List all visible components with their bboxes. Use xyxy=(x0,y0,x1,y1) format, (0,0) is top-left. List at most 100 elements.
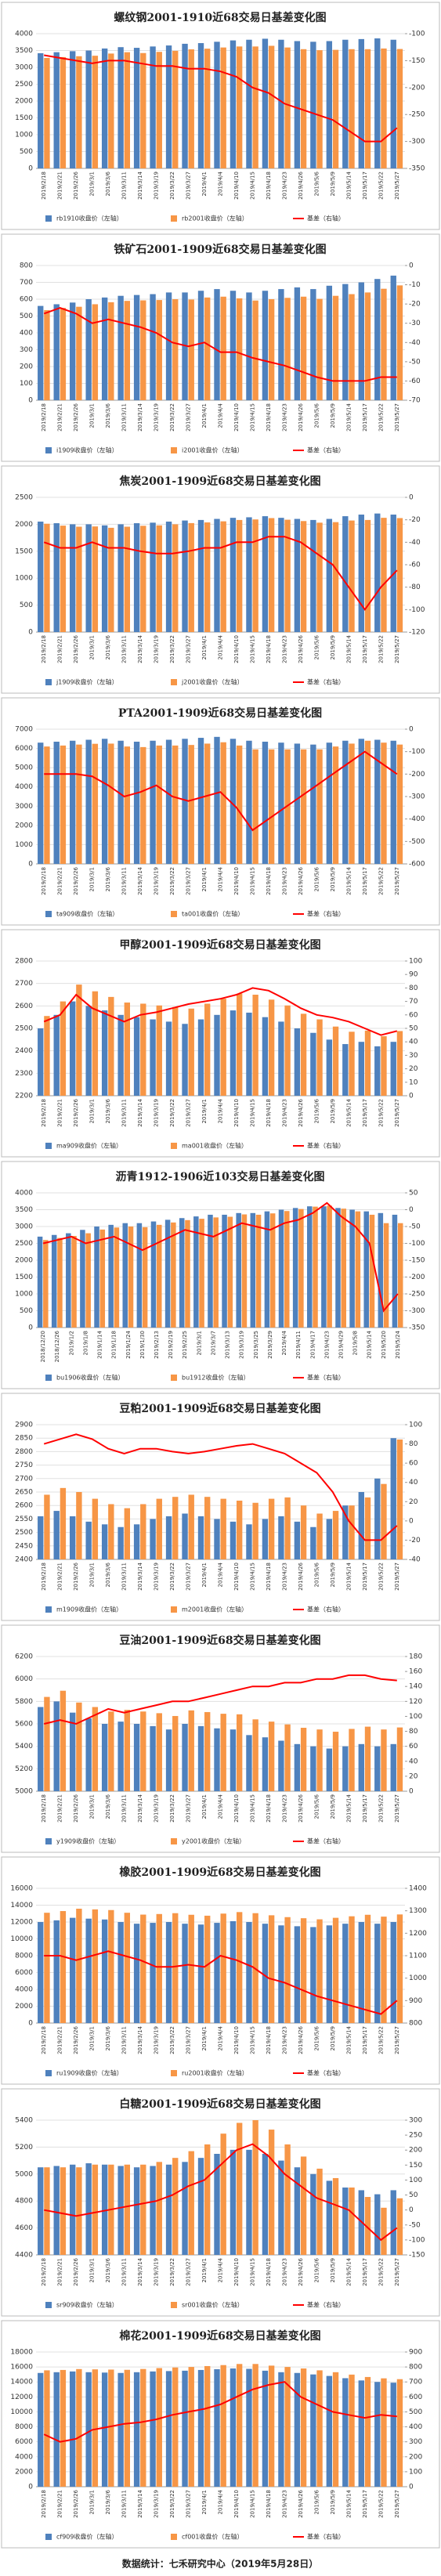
bar xyxy=(342,1505,349,1559)
x-tick-label: 2019/2/21 xyxy=(57,635,63,663)
bar xyxy=(358,38,364,168)
bar xyxy=(182,292,188,400)
bar xyxy=(150,1221,157,1328)
bar xyxy=(390,1922,396,2023)
legend-swatch xyxy=(45,1838,52,1844)
x-tick-label: 2019/5/22 xyxy=(378,403,384,432)
bar xyxy=(150,740,156,864)
bar xyxy=(199,1219,204,1328)
bar xyxy=(117,740,124,864)
bar xyxy=(326,1748,333,1791)
bar xyxy=(332,1511,339,1559)
bar xyxy=(262,38,269,169)
x-tick-label: 2019/4/26 xyxy=(298,403,304,431)
bar xyxy=(374,1924,381,2023)
y2-tick-label: -400 xyxy=(409,815,425,823)
bar xyxy=(85,1718,92,1791)
bar xyxy=(252,1502,258,1559)
y2-tick-label: -100 xyxy=(409,748,425,756)
x-tick-label: 2019/2/26 xyxy=(73,2257,79,2285)
bar xyxy=(214,1014,220,1096)
x-tick-label: 2019/4/15 xyxy=(249,2258,255,2286)
bar xyxy=(150,294,156,400)
x-tick-label: 2019/2/26 xyxy=(73,1562,79,1590)
x-tick-label: 2018/12/20 xyxy=(40,1331,46,1362)
bar xyxy=(165,2164,172,2255)
bar xyxy=(342,1746,349,1791)
x-tick-label: 2019/4/1 xyxy=(201,2490,208,2514)
y2-tick-label: -20 xyxy=(409,1537,421,1545)
bar xyxy=(349,1916,355,2023)
x-tick-label: 2019/2/18 xyxy=(41,1099,47,1127)
bar xyxy=(355,1211,361,1328)
bar xyxy=(374,1746,381,1791)
legend-swatch xyxy=(45,679,52,685)
y-tick-label: 5800 xyxy=(15,1698,33,1706)
legend-swatch xyxy=(45,2302,52,2308)
y-tick-label: 200 xyxy=(20,363,33,371)
bar xyxy=(358,1743,364,1791)
x-tick-label: 2019/3/1 xyxy=(89,1099,96,1123)
chart-title: 铁矿石2001-1909近68交易日基差变化图 xyxy=(114,243,326,256)
bar xyxy=(316,298,323,400)
bar xyxy=(278,2372,284,2487)
x-tick-label: 2019/3/22 xyxy=(169,867,175,895)
bar xyxy=(342,2188,349,2255)
bar xyxy=(396,518,403,632)
bar xyxy=(76,526,82,632)
bar xyxy=(390,39,396,168)
legend-swatch xyxy=(45,2534,52,2540)
legend-label: cf001收盘价（左轴） xyxy=(182,2533,243,2541)
bar xyxy=(124,1003,131,1096)
bar xyxy=(298,1209,304,1328)
bar xyxy=(76,985,82,1096)
legend-label: 基差（右轴） xyxy=(307,2533,345,2541)
bar xyxy=(220,999,226,1096)
x-tick-label: 2019/3/6 xyxy=(105,1098,111,1123)
bar xyxy=(358,2380,364,2487)
y-tick-label: 4800 xyxy=(15,2198,33,2206)
x-tick-label: 2019/4/4 xyxy=(218,2257,224,2282)
x-tick-label: 2019/3/14 xyxy=(137,2489,143,2517)
x-tick-label: 2019/5/27 xyxy=(394,2490,400,2518)
bar xyxy=(326,41,333,169)
bar xyxy=(182,2162,188,2255)
x-tick-label: 2019/4/18 xyxy=(266,403,272,432)
bar xyxy=(268,299,275,400)
x-tick-label: 2019/4/1 xyxy=(201,1794,208,1819)
x-tick-label: 2019/4/10 xyxy=(233,2490,240,2518)
x-tick-label: 2019/2/21 xyxy=(57,403,63,432)
y2-tick-label: -100 xyxy=(409,2236,425,2244)
x-tick-label: 2019/5/14 xyxy=(345,1098,352,1126)
y-tick-label: 2600 xyxy=(15,1502,33,1510)
bar xyxy=(326,742,333,864)
bar xyxy=(381,1483,387,1559)
bar xyxy=(214,1519,220,1559)
x-tick-label: 2019/5/22 xyxy=(378,1794,384,1823)
x-tick-label: 2019/3/1 xyxy=(89,1563,96,1587)
bar xyxy=(99,1229,106,1328)
bar xyxy=(197,2158,204,2255)
x-tick-label: 2019/5/14 xyxy=(345,403,352,431)
bar xyxy=(117,1722,124,1791)
x-tick-label: 2019/2/21 xyxy=(57,172,63,200)
x-tick-label: 2019/3/11 xyxy=(121,1563,128,1591)
bar xyxy=(358,282,364,400)
x-tick-label: 2019/3/14 xyxy=(137,634,143,663)
bar xyxy=(332,295,339,400)
bar xyxy=(165,1021,172,1096)
bar xyxy=(133,1724,140,1791)
y2-tick-label: -150 xyxy=(409,1257,425,1265)
x-tick-label: 2019/4/10 xyxy=(233,2258,240,2286)
bar xyxy=(230,2368,237,2487)
bar xyxy=(326,518,333,632)
bar xyxy=(53,304,60,400)
bar xyxy=(38,521,44,632)
x-tick-label: 2019/3/22 xyxy=(169,1794,175,1823)
bar xyxy=(326,2180,333,2255)
y-tick-label: 6000 xyxy=(15,1969,33,1977)
bar xyxy=(381,2207,387,2255)
bar xyxy=(396,285,403,400)
x-tick-label: 2019/4/26 xyxy=(298,634,304,663)
y2-tick-label: -40 xyxy=(409,339,421,347)
